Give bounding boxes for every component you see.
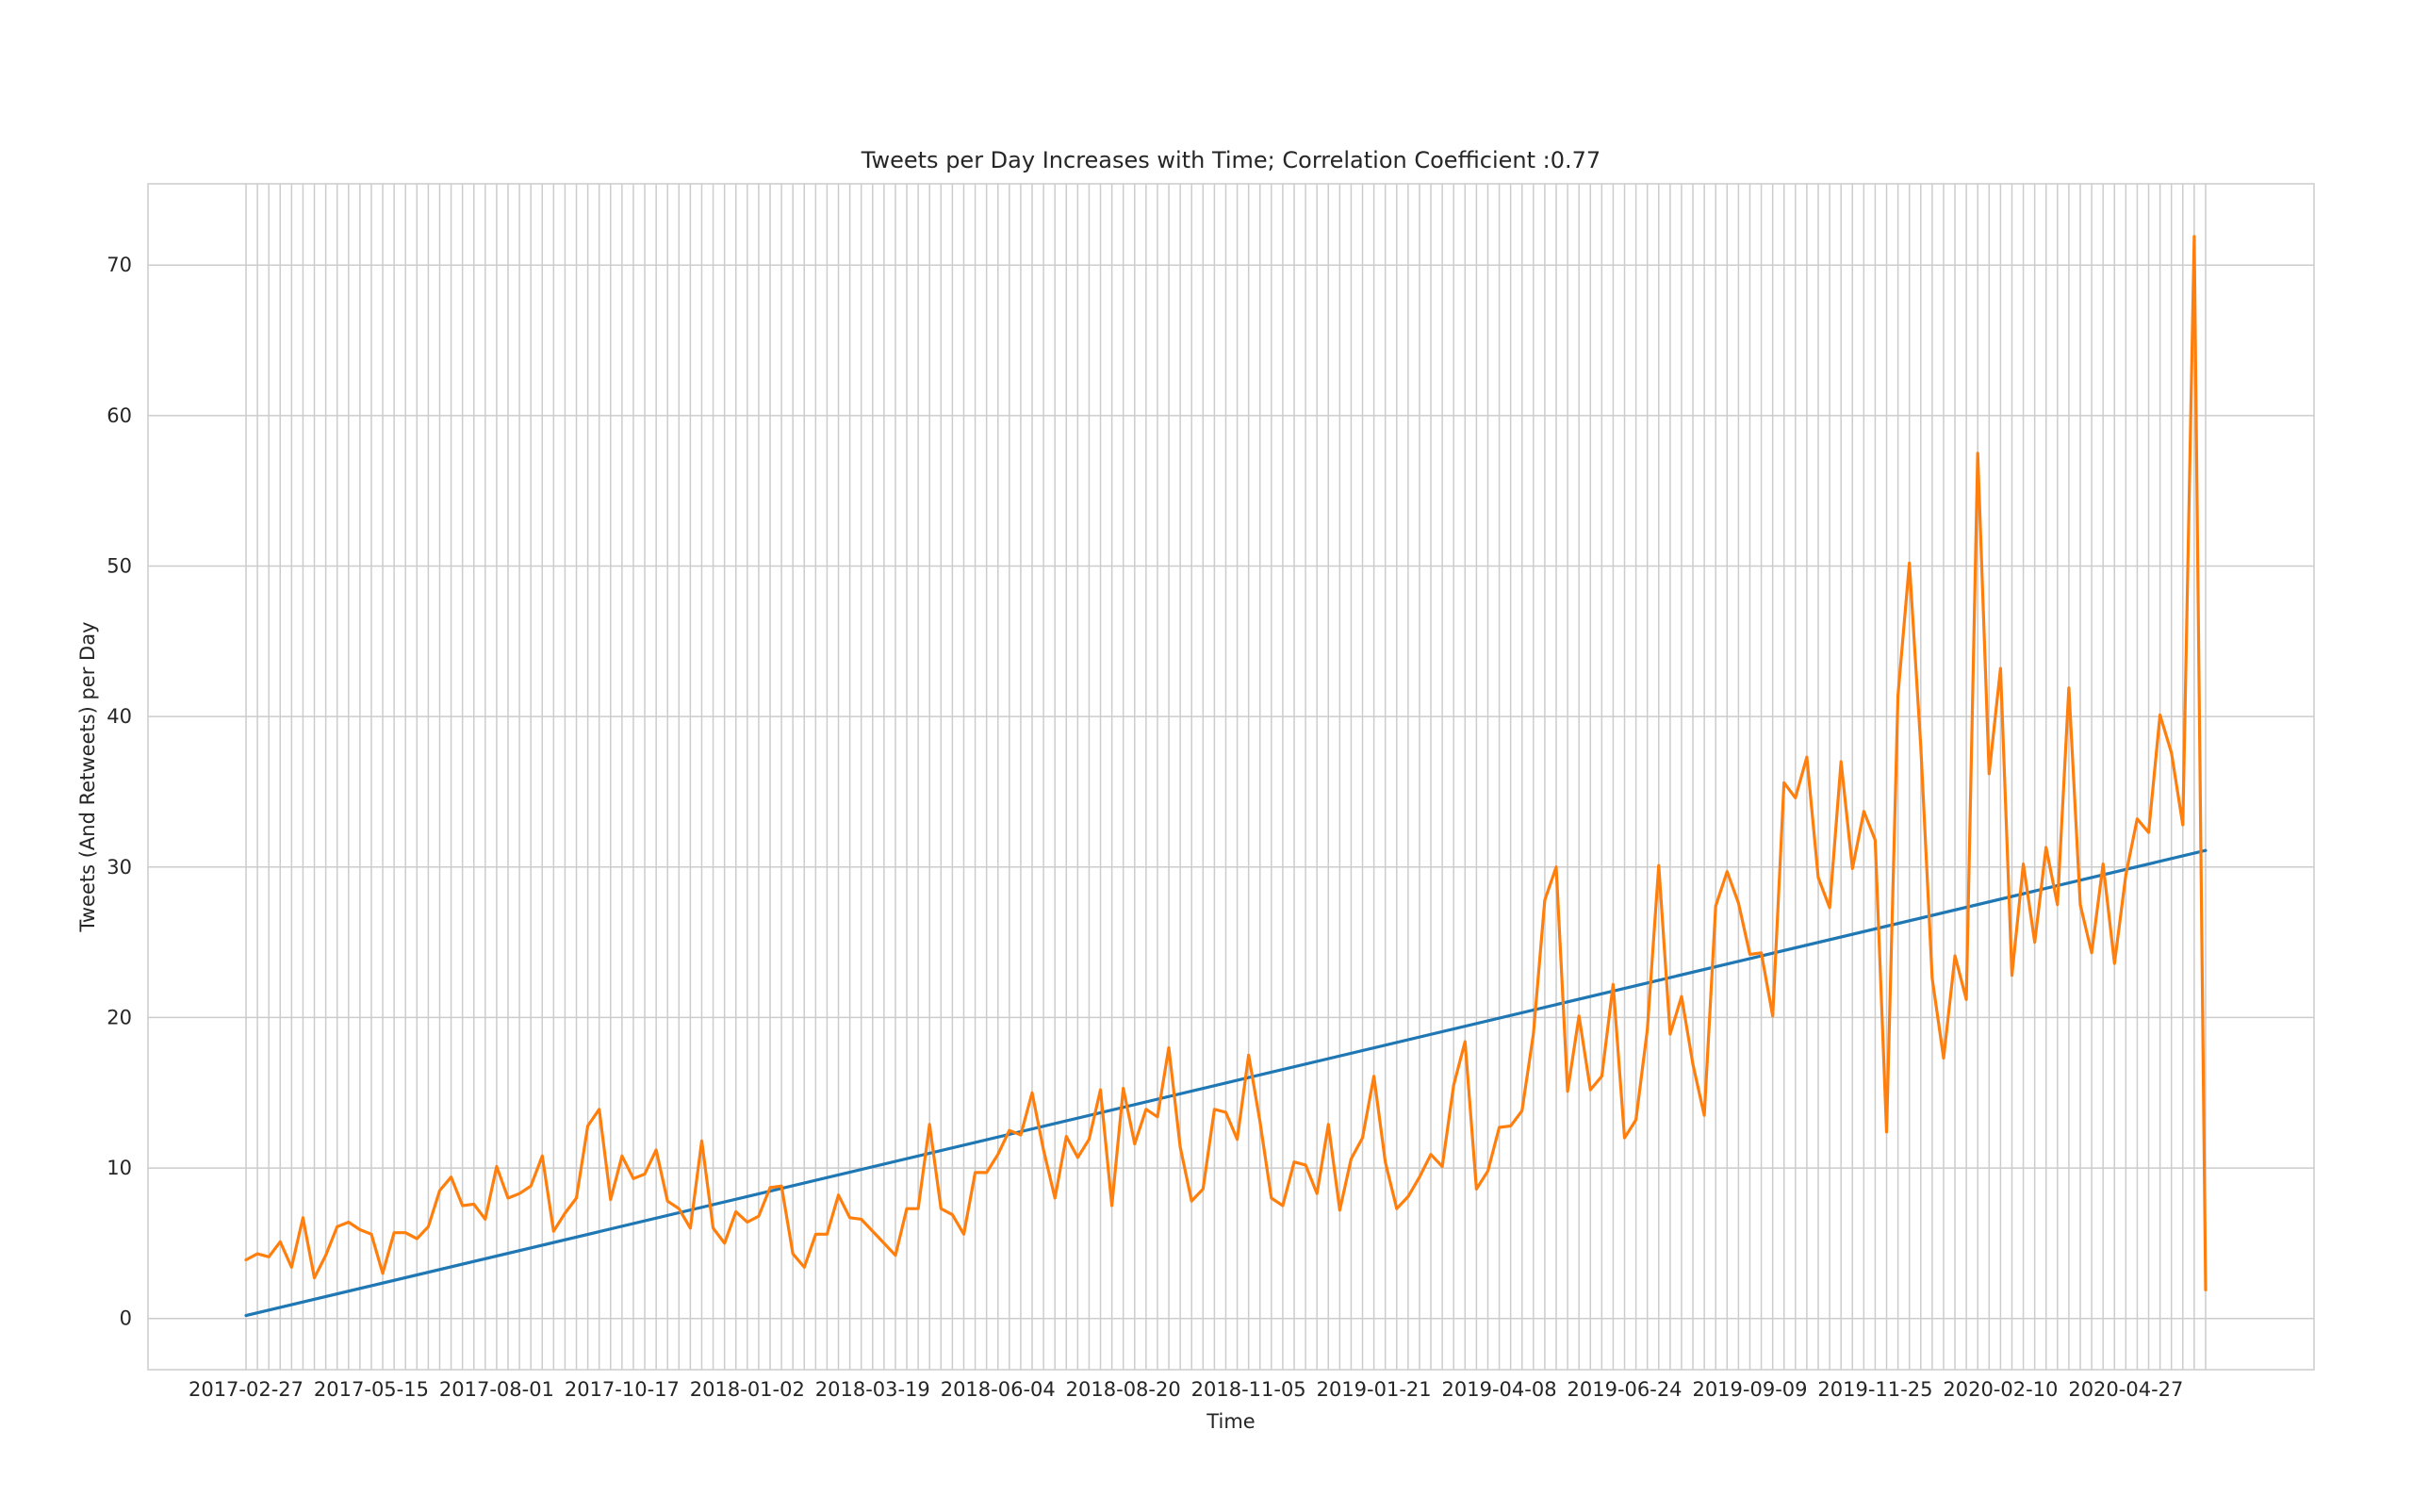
x-tick-label: 2019-01-21 — [1317, 1378, 1432, 1401]
y-axis-label: Tweets (And Retweets) per Day — [76, 622, 99, 933]
x-tick-label: 2018-08-20 — [1066, 1378, 1181, 1401]
x-tick-label: 2017-05-15 — [314, 1378, 429, 1401]
x-tick-label: 2019-06-24 — [1568, 1378, 1683, 1401]
x-tick-label: 2019-09-09 — [1692, 1378, 1807, 1401]
x-tick-label: 2018-01-02 — [690, 1378, 805, 1401]
x-tick-label: 2017-02-27 — [189, 1378, 304, 1401]
x-axis-label: Time — [1206, 1410, 1255, 1433]
vertical-gridlines — [245, 184, 2207, 1370]
x-tick-label: 2020-02-10 — [1943, 1378, 2058, 1401]
x-tick-label: 2018-03-19 — [815, 1378, 930, 1401]
x-tick-label: 2019-11-25 — [1817, 1378, 1932, 1401]
y-tick-label: 10 — [107, 1157, 132, 1179]
y-tick-label: 70 — [107, 254, 132, 276]
x-tick-label: 2018-11-05 — [1191, 1378, 1306, 1401]
chart-title: Tweets per Day Increases with Time; Corr… — [861, 147, 1600, 173]
tweets-per-day-line — [244, 235, 2208, 1292]
y-tick-label: 60 — [107, 404, 132, 427]
x-tick-label: 2020-04-27 — [2068, 1378, 2183, 1401]
plot-frame — [147, 183, 2315, 1371]
y-tick-labels: 0 10 20 30 40 50 60 70 — [107, 254, 132, 1330]
x-tick-label: 2018-06-04 — [941, 1378, 1056, 1401]
x-tick-labels: 2017-02-27 2017-05-15 2017-08-01 2017-10-17… — [189, 1378, 2183, 1401]
x-tick-label: 2019-04-08 — [1442, 1378, 1557, 1401]
y-tick-label: 30 — [107, 856, 132, 879]
y-tick-label: 50 — [107, 554, 132, 577]
y-tick-label: 40 — [107, 705, 132, 728]
x-tick-label: 2017-10-17 — [565, 1378, 680, 1401]
y-tick-label: 0 — [120, 1307, 132, 1330]
horizontal-gridlines — [148, 264, 2314, 1320]
y-tick-label: 20 — [107, 1006, 132, 1028]
x-tick-label: 2017-08-01 — [439, 1378, 554, 1401]
series-layer — [244, 235, 2208, 1318]
